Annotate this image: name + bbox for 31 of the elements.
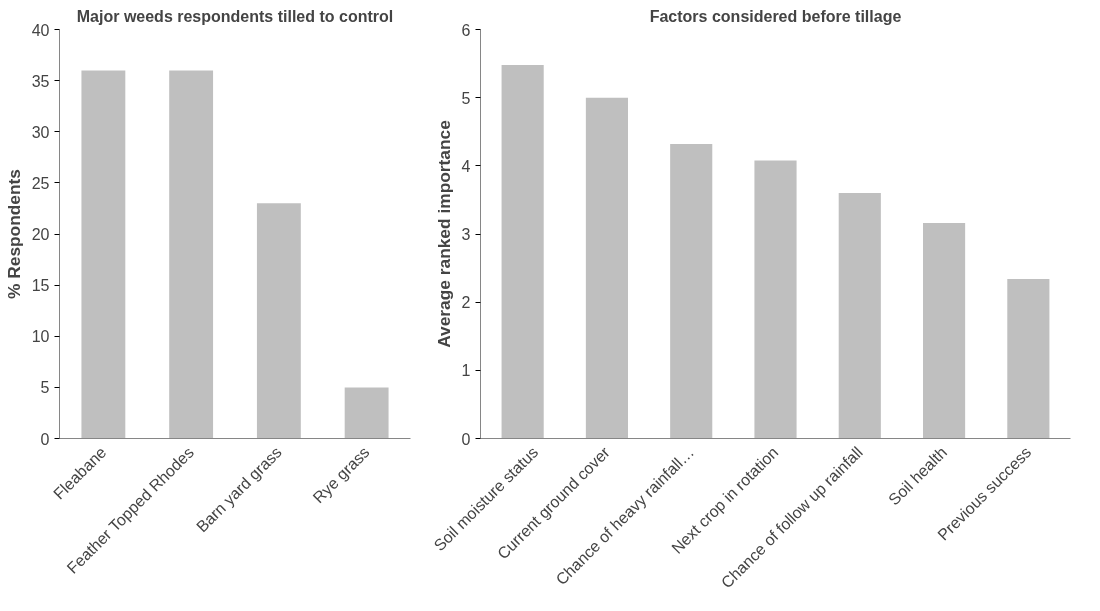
bar	[501, 64, 544, 439]
chart-title: Major weeds respondents tilled to control	[76, 7, 394, 25]
y-tick-label: 25	[31, 174, 50, 192]
y-tick-label: 20	[31, 226, 50, 243]
bar	[169, 70, 214, 439]
y-tick-label: 10	[31, 328, 50, 346]
bar	[838, 193, 881, 439]
bar	[670, 144, 713, 439]
y-tick-label: 1	[461, 362, 471, 380]
bar	[923, 223, 966, 439]
bar	[585, 97, 628, 439]
y-axis-title: Average ranked importance	[433, 119, 454, 348]
chart-title: Factors considered before tillage	[649, 7, 902, 25]
bar	[754, 160, 797, 439]
bar	[256, 203, 301, 439]
y-tick-label: 3	[461, 226, 471, 243]
y-tick-label: 5	[461, 89, 471, 107]
bar	[81, 70, 126, 439]
bar	[1007, 278, 1050, 439]
y-tick-label: 40	[31, 21, 50, 39]
y-tick-label: 6	[461, 21, 471, 39]
y-tick-label: 4	[461, 157, 471, 175]
y-tick-label: 5	[40, 379, 50, 397]
y-tick-label: 15	[31, 277, 50, 295]
y-tick-label: 2	[461, 294, 471, 312]
y-tick-label: 0	[461, 430, 471, 448]
y-tick-label: 0	[40, 430, 50, 448]
y-axis-title: % Respondents	[3, 169, 24, 299]
bar	[344, 387, 389, 439]
y-tick-label: 35	[31, 72, 50, 90]
y-tick-label: 30	[31, 123, 50, 141]
